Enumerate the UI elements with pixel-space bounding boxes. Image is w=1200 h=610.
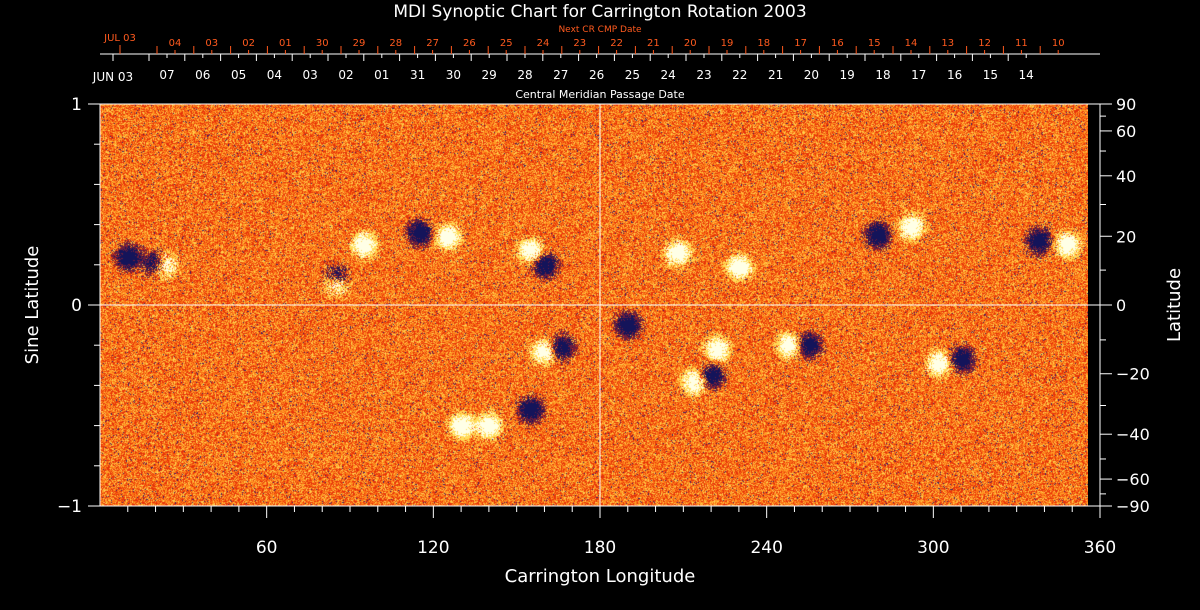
- y-tick-label-right: 20: [1116, 227, 1136, 246]
- cmp-caption: Central Meridian Passage Date: [515, 88, 684, 101]
- cmp-date-label: 07: [159, 68, 174, 82]
- next-cmp-date-label: 28: [389, 38, 402, 49]
- cmp-date-label: 17: [911, 68, 926, 82]
- cmp-date-label: 31: [410, 68, 425, 82]
- cmp-date-label: 24: [661, 68, 676, 82]
- y-tick-label-left: 1: [71, 95, 82, 115]
- y-tick-label-right: 0: [1116, 296, 1126, 315]
- cmp-start-label: JUN 03: [92, 70, 133, 84]
- next-cmp-date-label: 23: [573, 38, 586, 49]
- cmp-date-label: 01: [374, 68, 389, 82]
- next-cmp-date-label: 27: [426, 38, 439, 49]
- chart-title: MDI Synoptic Chart for Carrington Rotati…: [393, 2, 806, 22]
- next-cmp-date-label: 13: [941, 38, 954, 49]
- cmp-date-label: 23: [696, 68, 711, 82]
- cmp-date-label: 22: [732, 68, 747, 82]
- y-tick-label-left: 0: [71, 296, 82, 316]
- cmp-date-label: 29: [482, 68, 497, 82]
- cmp-date-label: 03: [303, 68, 318, 82]
- cmp-date-label: 15: [983, 68, 998, 82]
- next-cmp-date-label: 10: [1052, 38, 1065, 49]
- cmp-date-label: 04: [267, 68, 282, 82]
- y-axis-label-right: Latitude: [1164, 268, 1185, 342]
- next-cmp-date-label: 20: [684, 38, 697, 49]
- x-tick-label: 60: [256, 538, 278, 558]
- y-tick-label-right: 60: [1116, 122, 1136, 141]
- next-cmp-date-label: 16: [831, 38, 844, 49]
- y-tick-label-left: −1: [57, 497, 82, 517]
- cmp-date-label: 18: [875, 68, 890, 82]
- cmp-date-label: 26: [589, 68, 604, 82]
- next-cmp-date-label: 01: [279, 38, 292, 49]
- y-tick-label-right: −40: [1116, 425, 1150, 444]
- next-cmp-date-label: 03: [205, 38, 218, 49]
- x-axis-label: Carrington Longitude: [505, 566, 696, 587]
- next-cmp-date-label: 26: [463, 38, 476, 49]
- cmp-date-label: 14: [1019, 68, 1034, 82]
- cmp-date-label: 05: [231, 68, 246, 82]
- next-cmp-date-label: 21: [647, 38, 660, 49]
- next-cmp-date-label: 12: [978, 38, 991, 49]
- x-tick-label: 180: [584, 538, 616, 558]
- x-tick-label: 360: [1084, 538, 1116, 558]
- cmp-date-label: 20: [804, 68, 819, 82]
- x-tick-label: 300: [917, 538, 949, 558]
- cmp-date-label: 02: [338, 68, 353, 82]
- y-tick-label-right: −90: [1116, 497, 1150, 516]
- x-tick-label: 240: [750, 538, 782, 558]
- next-cmp-date-label: 30: [316, 38, 329, 49]
- next-cmp-date-label: 02: [242, 38, 255, 49]
- next-cmp-date-label: 15: [868, 38, 881, 49]
- y-tick-label-right: −20: [1116, 365, 1150, 384]
- cmp-date-label: 25: [625, 68, 640, 82]
- cmp-date-label: 16: [947, 68, 962, 82]
- next-cmp-date-label: 19: [721, 38, 734, 49]
- cmp-date-label: 27: [553, 68, 568, 82]
- cmp-date-label: 28: [517, 68, 532, 82]
- next-cmp-date-label: 25: [500, 38, 513, 49]
- y-tick-label-right: 90: [1116, 95, 1136, 114]
- next-cmp-date-label: 14: [905, 38, 918, 49]
- y-tick-label-right: −60: [1116, 470, 1150, 489]
- next-cmp-date-label: 17: [794, 38, 807, 49]
- x-tick-label: 120: [417, 538, 449, 558]
- y-tick-label-right: 40: [1116, 167, 1136, 186]
- next-cmp-date-label: 11: [1015, 38, 1028, 49]
- next-cmp-start-label: JUL 03: [103, 33, 136, 44]
- cmp-date-label: 30: [446, 68, 461, 82]
- cmp-date-label: 06: [195, 68, 210, 82]
- y-axis-label-left: Sine Latitude: [22, 246, 43, 365]
- next-cmp-caption: Next CR CMP Date: [558, 25, 642, 35]
- next-cmp-date-label: 04: [169, 38, 182, 49]
- next-cmp-date-label: 22: [610, 38, 623, 49]
- cmp-date-label: 19: [840, 68, 855, 82]
- next-cmp-date-label: 18: [757, 38, 770, 49]
- next-cmp-date-label: 24: [537, 38, 550, 49]
- cmp-date-label: 21: [768, 68, 783, 82]
- next-cmp-date-label: 29: [353, 38, 366, 49]
